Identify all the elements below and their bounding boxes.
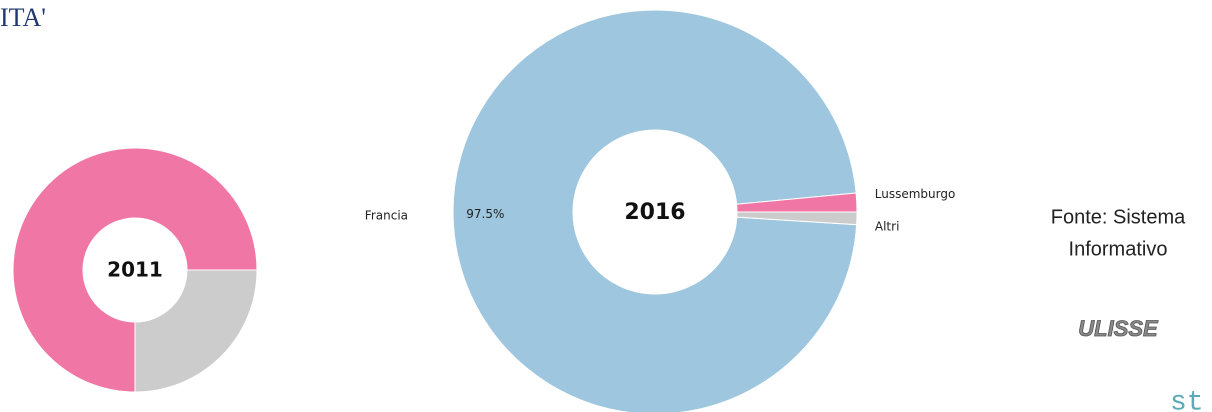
source-line: Informativo — [1069, 238, 1168, 260]
logo: ULISSE — [1078, 316, 1159, 341]
slice-label: Altri — [875, 219, 900, 233]
donut-slice — [134, 269, 258, 393]
footer-fragment: st — [1170, 387, 1204, 412]
slice-label: Lussemburgo — [875, 187, 956, 201]
source-line: Fonte: Sistema — [1051, 206, 1186, 228]
donut-slice — [452, 9, 858, 412]
center-label: 2011 — [107, 258, 163, 282]
slide-title: ITA' — [0, 3, 46, 32]
donut-slice — [736, 211, 858, 226]
donut-slice — [12, 147, 258, 393]
slice-label: Francia — [365, 208, 408, 222]
value-label: 97.5% — [466, 207, 504, 221]
center-label: 2016 — [624, 200, 685, 225]
